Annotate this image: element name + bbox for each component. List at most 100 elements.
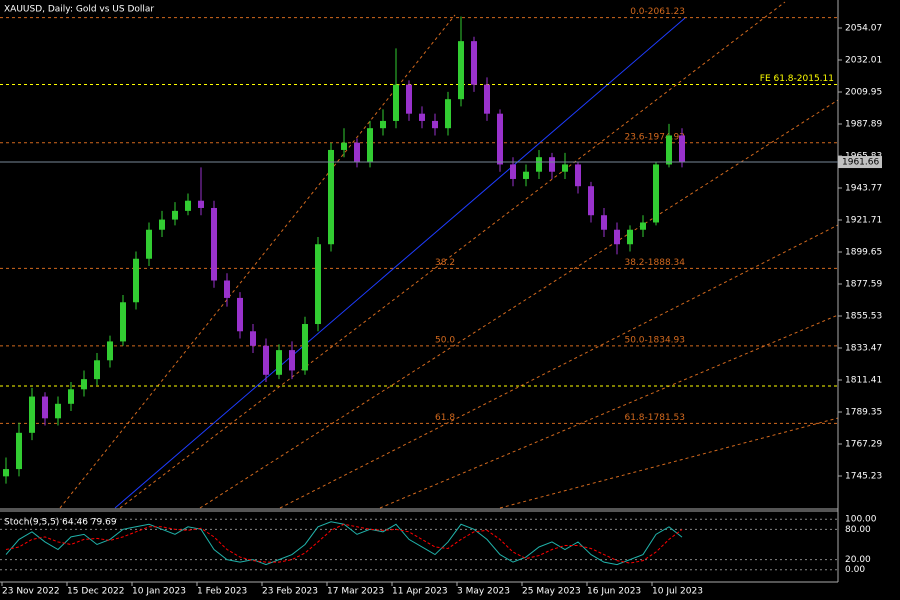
level-label: 23.6-1974.92 xyxy=(624,132,685,142)
candle-body xyxy=(510,164,516,179)
candle-body xyxy=(549,157,555,172)
candle-body xyxy=(81,379,87,390)
level-label: 61.8-1781.53 xyxy=(624,413,685,423)
y-tick-label: 20.00 xyxy=(845,555,871,565)
level-label: 0.0-2061.23 xyxy=(630,7,685,17)
candle-body xyxy=(432,120,438,129)
candle-body xyxy=(3,469,9,477)
candle-body xyxy=(536,157,542,172)
trend-line xyxy=(114,17,686,509)
candle-body xyxy=(250,331,256,346)
candle-body xyxy=(146,229,152,259)
candle-body xyxy=(419,113,425,121)
candle-body xyxy=(640,222,646,230)
candle-body xyxy=(588,186,594,216)
candle-body xyxy=(68,389,74,404)
candle-body xyxy=(380,120,386,129)
y-tick-label: 1921.71 xyxy=(845,215,882,225)
candle-body xyxy=(211,207,217,281)
y-tick-label: 1855.53 xyxy=(845,311,882,321)
y-tick-label: 1943.77 xyxy=(845,183,882,193)
candle-body xyxy=(198,200,204,208)
y-tick-label: 1877.59 xyxy=(845,279,882,289)
candle-body xyxy=(263,345,269,375)
candle-body xyxy=(42,396,48,419)
level-label: 38.2-1888.34 xyxy=(624,258,685,268)
level-label: 50.0-1834.93 xyxy=(624,335,685,345)
candle-body xyxy=(276,350,282,375)
x-tick-label: 3 May 2023 xyxy=(457,587,510,597)
candle-body xyxy=(354,142,360,162)
candle-body xyxy=(16,432,22,470)
y-tick-label: 1899.65 xyxy=(845,247,882,257)
level-tag: 50.0 xyxy=(435,335,455,345)
channel-line xyxy=(199,99,839,509)
level-tag: 38.2 xyxy=(435,258,455,268)
x-tick-label: 1 Feb 2023 xyxy=(197,587,247,597)
x-tick-label: 23 Nov 2022 xyxy=(2,587,60,597)
x-tick-label: 10 Jul 2023 xyxy=(652,587,703,597)
y-tick-label: 1789.35 xyxy=(845,407,882,417)
candle-body xyxy=(601,215,607,230)
candle-body xyxy=(341,142,347,150)
candle-body xyxy=(406,84,412,114)
x-tick-label: 23 Feb 2023 xyxy=(262,587,318,597)
y-tick-label: 80.00 xyxy=(845,525,871,535)
candle-body xyxy=(562,164,568,172)
x-tick-label: 17 Mar 2023 xyxy=(327,587,384,597)
candle-body xyxy=(653,164,659,223)
candle-body xyxy=(107,341,113,361)
x-tick-label: 25 May 2023 xyxy=(522,587,581,597)
x-tick-label: 15 Dec 2022 xyxy=(67,587,125,597)
y-tick-label: 2054.07 xyxy=(845,23,882,33)
y-tick-label: 1987.89 xyxy=(845,119,882,129)
y-tick-label: 1811.41 xyxy=(845,375,882,385)
y-tick-label: 2032.01 xyxy=(845,55,882,65)
candle-body xyxy=(679,135,685,163)
candle-body xyxy=(185,200,191,211)
candle-body xyxy=(393,84,399,121)
candle-body xyxy=(159,219,165,230)
channel-line xyxy=(379,314,839,509)
candle-body xyxy=(120,302,126,342)
candle-body xyxy=(471,41,477,85)
candle-body xyxy=(458,41,464,100)
x-tick-label: 10 Jan 2023 xyxy=(132,587,186,597)
candle-body xyxy=(445,99,451,129)
y-tick-label: 2009.95 xyxy=(845,87,882,97)
candle-body xyxy=(315,244,321,325)
y-tick-label: 100.00 xyxy=(845,515,877,525)
x-tick-label: 16 Jun 2023 xyxy=(587,587,641,597)
candle-body xyxy=(302,324,308,371)
y-tick-label: 1833.47 xyxy=(845,343,882,353)
chart-title: XAUUSD, Daily: Gold vs US Dollar xyxy=(4,5,154,15)
candle-body xyxy=(666,135,672,165)
candle-body xyxy=(328,149,334,245)
candle-body xyxy=(497,113,503,165)
candle-body xyxy=(55,403,61,419)
indicator-line xyxy=(5,523,683,564)
y-tick-label: 1745.23 xyxy=(845,471,882,481)
candle-body xyxy=(224,280,230,298)
candle-body xyxy=(367,128,373,162)
candle-body xyxy=(289,350,295,371)
last-price-label: 1961.66 xyxy=(842,158,879,168)
candle-body xyxy=(94,360,100,380)
candle-body xyxy=(237,297,243,332)
candle-body xyxy=(627,229,633,245)
x-tick-label: 11 Apr 2023 xyxy=(392,587,448,597)
level-label: FE 61.8-2015.11 xyxy=(760,74,834,84)
candle-body xyxy=(133,258,139,303)
indicator-title: Stoch(9,5,5) 64.46 79.69 xyxy=(4,518,117,528)
candle-body xyxy=(484,84,490,114)
candle-body xyxy=(575,164,581,187)
last-price-box xyxy=(838,156,882,169)
y-tick-label: 1767.29 xyxy=(845,439,882,449)
candle-body xyxy=(172,210,178,220)
candle-body xyxy=(523,171,529,179)
channel-line xyxy=(499,417,839,509)
candle-body xyxy=(29,396,35,433)
channel-line xyxy=(279,224,839,509)
level-tag: 61.8 xyxy=(435,413,455,423)
